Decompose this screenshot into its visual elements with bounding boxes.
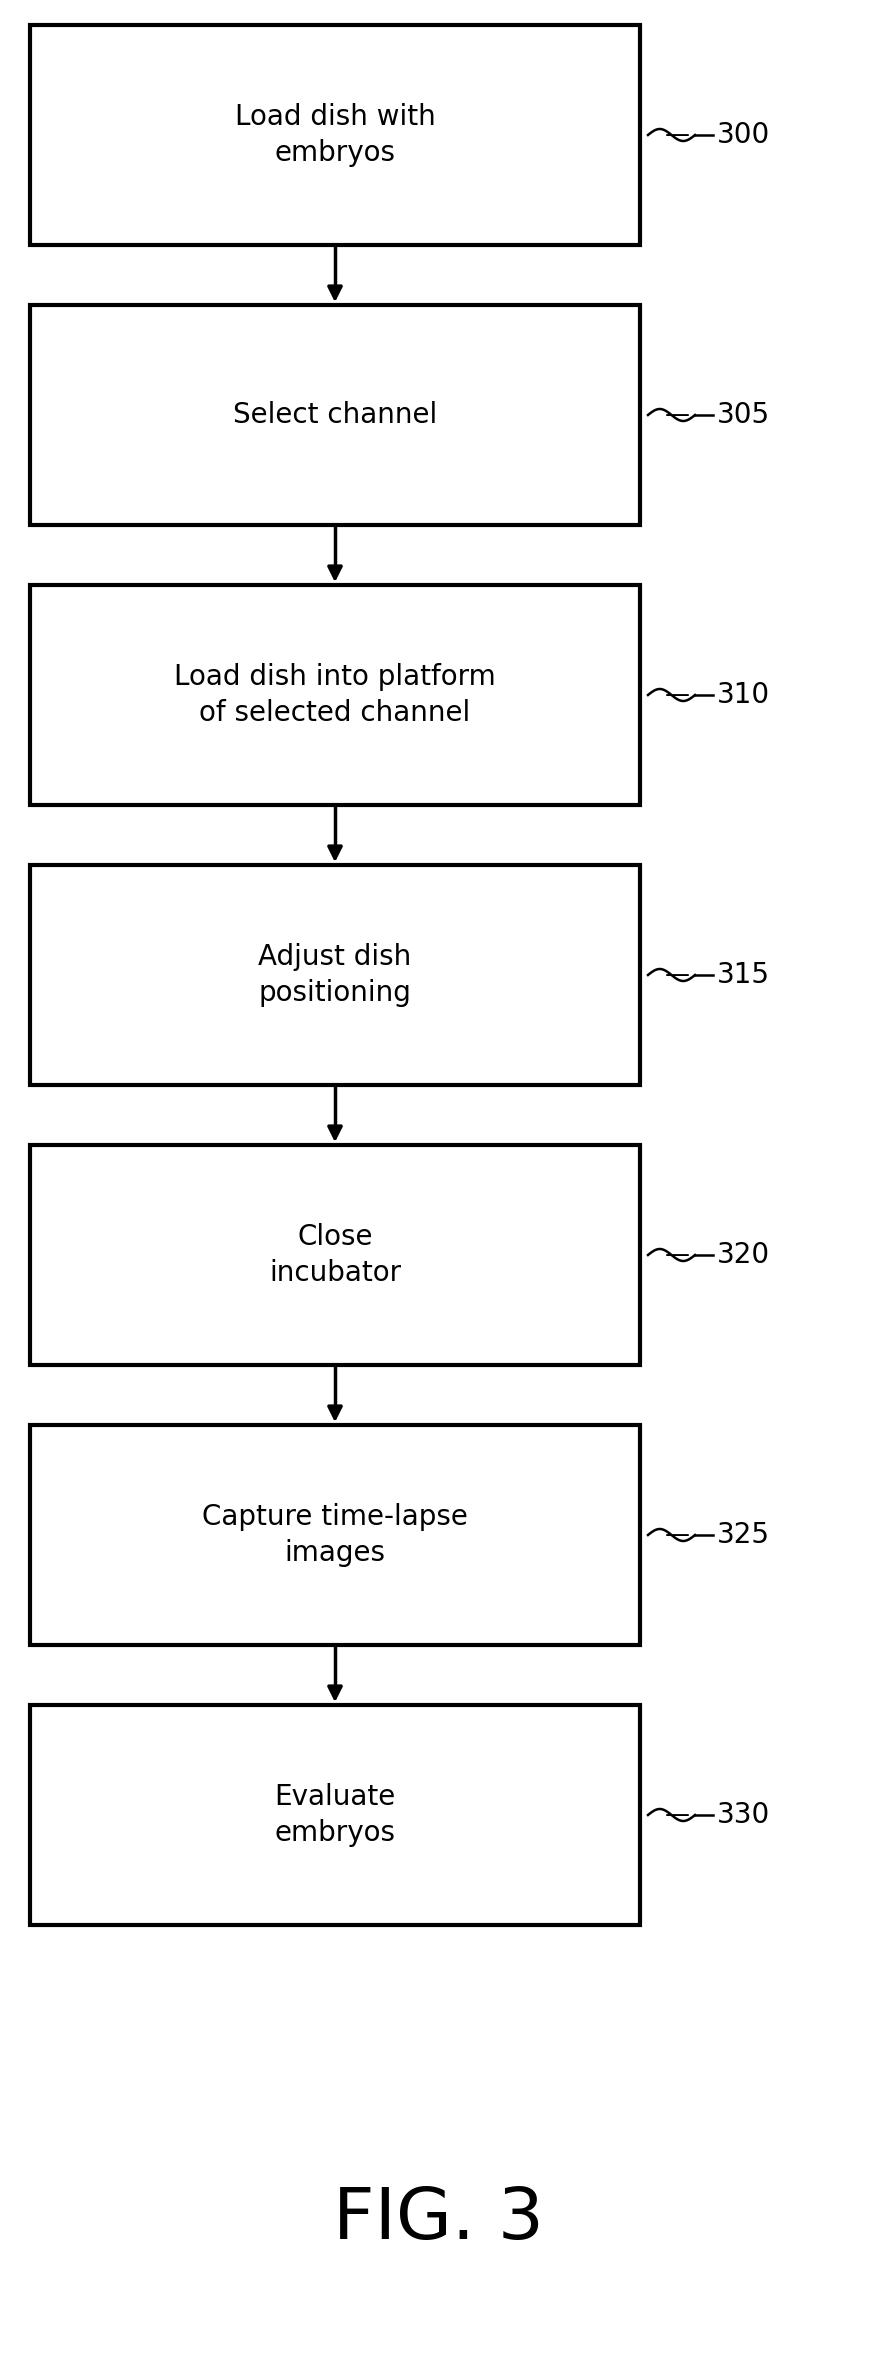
Bar — [30, 1144, 640, 1366]
Text: 310: 310 — [717, 680, 770, 709]
Text: —: — — [665, 683, 690, 707]
Text: 325: 325 — [717, 1520, 770, 1549]
Text: Load dish with
embryos: Load dish with embryos — [235, 102, 435, 167]
Bar — [30, 866, 640, 1085]
Text: Evaluate
embryos: Evaluate embryos — [275, 1782, 396, 1848]
Text: Load dish into platform
of selected channel: Load dish into platform of selected chan… — [175, 664, 496, 728]
Text: 320: 320 — [717, 1242, 770, 1268]
Text: —: — — [665, 402, 690, 426]
Bar — [30, 26, 640, 245]
Text: 315: 315 — [717, 961, 770, 990]
Text: Close
incubator: Close incubator — [269, 1223, 401, 1287]
Text: Adjust dish
positioning: Adjust dish positioning — [259, 942, 411, 1006]
Text: 305: 305 — [717, 402, 770, 428]
Text: —: — — [665, 1523, 690, 1546]
Text: Capture time-lapse
images: Capture time-lapse images — [202, 1504, 468, 1568]
Text: —: — — [665, 963, 690, 987]
Text: FIG. 3: FIG. 3 — [333, 2184, 544, 2253]
Bar — [30, 585, 640, 804]
Bar — [30, 1425, 640, 1644]
Text: 330: 330 — [717, 1801, 770, 1829]
Text: —: — — [665, 1803, 690, 1827]
Bar — [30, 305, 640, 526]
Text: —: — — [665, 1242, 690, 1268]
Text: 300: 300 — [717, 121, 770, 150]
Text: —: — — [665, 124, 690, 147]
Text: Select channel: Select channel — [233, 402, 437, 428]
Bar — [30, 1706, 640, 1925]
